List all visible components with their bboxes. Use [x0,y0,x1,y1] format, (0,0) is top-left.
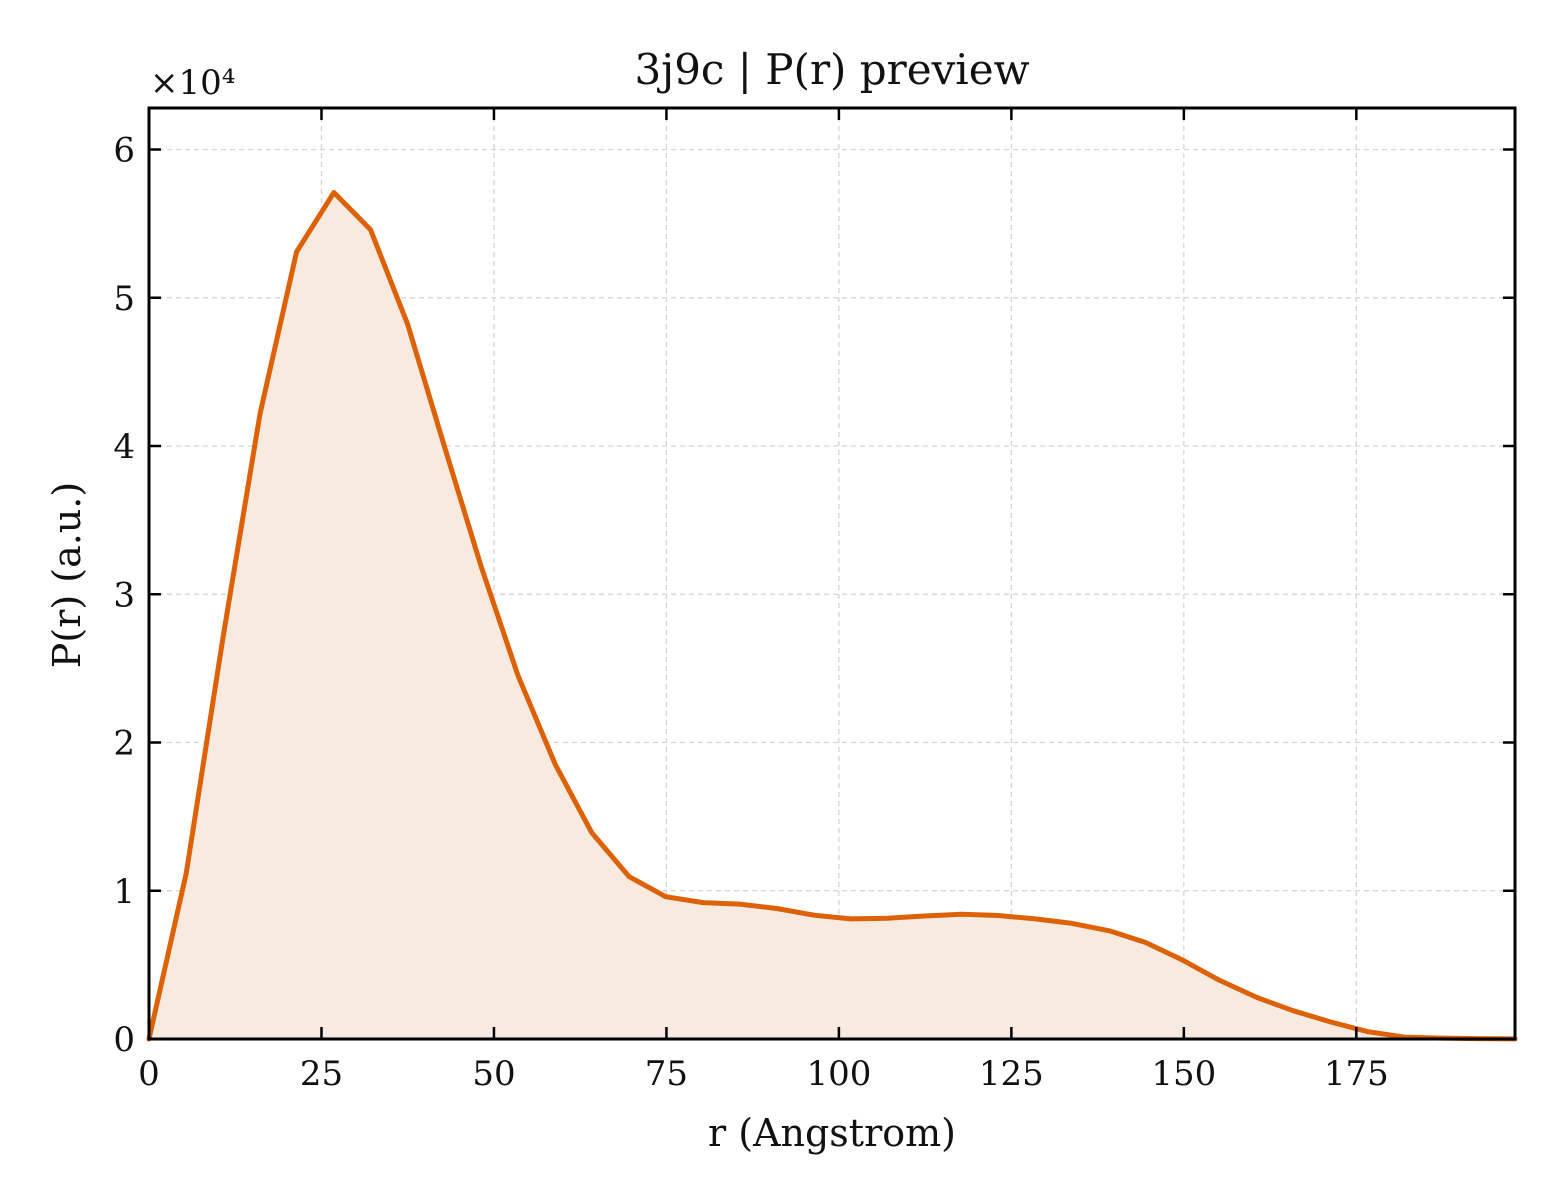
x-tick-label: 75 [645,1054,688,1094]
y-tick-label: 2 [113,724,135,764]
x-tick-label: 125 [979,1054,1044,1094]
y-tick-label: 6 [113,131,135,171]
x-tick-label: 150 [1151,1054,1216,1094]
x-tick-label: 25 [300,1054,343,1094]
y-axis-label: P(r) (a.u.) [45,482,89,668]
x-tick-label: 175 [1324,1054,1389,1094]
plot-frame [147,106,1517,1041]
y-axis-multiplier: ×10⁴ [150,63,235,103]
y-tick-label: 3 [113,575,135,615]
y-tick-label: 4 [113,427,135,467]
x-tick-label: 0 [138,1054,160,1094]
area-fill [149,192,1515,1039]
x-tick-label: 100 [806,1054,871,1094]
tick-labels: 0 25 50 75 100 125 150 175 0 1 2 3 4 5 6 [113,131,1388,1094]
x-axis-label: r (Angstrom) [708,1111,956,1155]
y-tick-label: 5 [113,279,135,319]
x-tick-label: 50 [472,1054,515,1094]
y-tick-label: 1 [113,872,135,912]
series-line [146,190,1518,1042]
y-tick-label: 0 [113,1020,135,1060]
chart-title: 3j9c | P(r) preview [634,45,1029,94]
